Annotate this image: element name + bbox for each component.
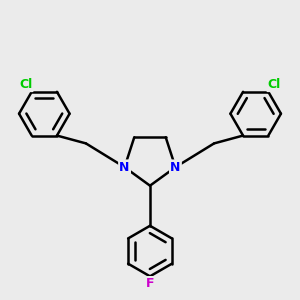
- Text: N: N: [170, 161, 181, 174]
- Text: Cl: Cl: [19, 78, 32, 91]
- Text: Cl: Cl: [268, 78, 281, 91]
- Text: F: F: [146, 277, 154, 290]
- Text: N: N: [119, 161, 130, 174]
